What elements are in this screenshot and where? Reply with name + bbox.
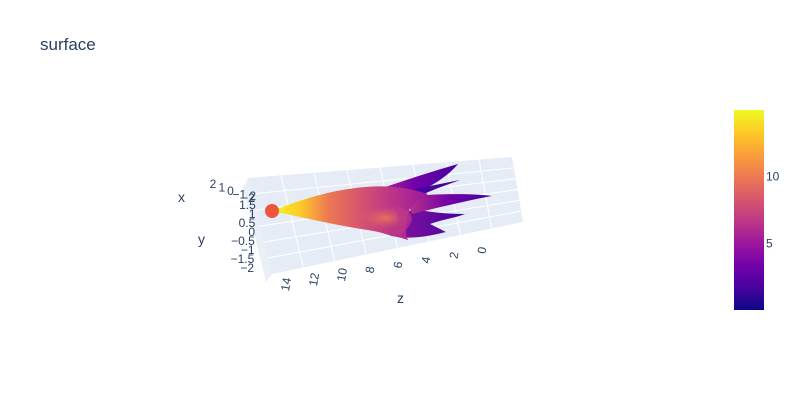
colorbar-tick-label: 5	[766, 236, 773, 250]
surface-fin-bottom	[405, 194, 492, 214]
y-tick-label: −0.5	[231, 234, 255, 248]
y-tick-label: 2	[249, 189, 256, 203]
x-tick-label: 2	[210, 177, 217, 191]
z-axis-title: z	[397, 290, 404, 306]
x-tick-label: −1	[232, 188, 246, 202]
z-axis-ticks: 14 12 10 8 6 4 2 0	[278, 245, 490, 292]
y-tick-label: −2	[240, 261, 254, 275]
z-tick-label: 10	[334, 267, 350, 283]
y-tick-label: 0.5	[239, 216, 256, 230]
grid-line	[251, 167, 514, 195]
z-tick-label: 4	[419, 255, 434, 264]
chart-title: surface	[40, 35, 96, 54]
x-tick-label: 0	[227, 184, 234, 198]
y-tick-label: −1.5	[231, 252, 255, 266]
z-tick-label: 12	[306, 271, 322, 287]
x-axis-ticks: 2 1 0−1−2	[210, 177, 256, 205]
y-tick-label: −1	[241, 243, 255, 257]
z-tick-label: 8	[363, 265, 378, 274]
z-tick-label: 2	[447, 250, 462, 259]
y-axis-ticks: 21.510.50−0.5−1−1.5−2	[231, 189, 257, 275]
surface-inner-fold	[392, 206, 412, 236]
colorbar: 5 10	[734, 110, 780, 310]
z-tick-label: 14	[278, 276, 294, 292]
z-tick-label: 0	[475, 245, 490, 254]
scene-side-plane	[243, 178, 272, 282]
marker-point[interactable]	[265, 204, 279, 218]
colorbar-gradient	[734, 110, 764, 310]
y-tick-label: 1	[249, 207, 256, 221]
x-tick-label: 1	[218, 181, 225, 195]
x-tick-label: −2	[241, 191, 255, 205]
scene[interactable]	[243, 157, 523, 282]
y-tick-label: 0	[248, 225, 255, 239]
colorbar-ticks: 5 10	[766, 170, 780, 251]
surface-mesh[interactable]	[272, 164, 492, 240]
y-tick-label: 1.5	[239, 198, 256, 212]
y-axis-title: y	[198, 231, 205, 247]
z-tick-label: 6	[391, 260, 406, 269]
surface-fin-top	[370, 164, 458, 192]
colorbar-tick-label: 10	[766, 170, 780, 184]
x-axis-title: x	[178, 189, 185, 205]
